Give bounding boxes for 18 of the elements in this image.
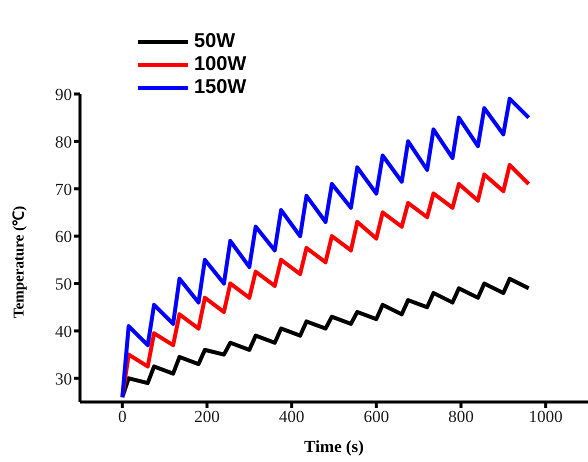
x-tick-label: 800	[448, 407, 474, 426]
y-tick-label: 40	[55, 322, 72, 341]
y-tick-label: 80	[55, 132, 72, 152]
y-axis-title: Temperature (℃)	[11, 206, 28, 318]
x-tick-label: 1000	[528, 407, 563, 426]
legend-label: 100W	[194, 53, 246, 76]
x-tick-label: 200	[194, 407, 220, 426]
x-tick-label: 400	[278, 407, 304, 426]
y-tick-label: 60	[55, 227, 72, 246]
x-tick-label: 0	[118, 407, 127, 426]
legend-label: 50W	[194, 30, 236, 53]
legend-label: 150W	[194, 76, 246, 99]
y-tick-label: 90	[55, 85, 72, 104]
x-tick-label: 600	[364, 407, 390, 426]
y-tick-label: 30	[55, 369, 72, 388]
y-tick-label: 70	[55, 180, 72, 199]
x-axis-title: Time (s)	[304, 437, 364, 456]
y-tick-label: 50	[55, 274, 72, 294]
